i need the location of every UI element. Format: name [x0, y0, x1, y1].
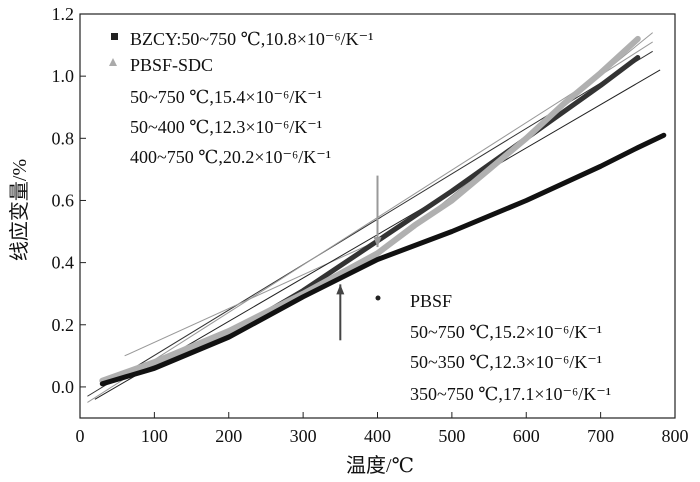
x-tick-label: 500 [438, 426, 465, 446]
fit-line [124, 240, 378, 357]
x-tick-label: 800 [662, 426, 689, 446]
x-tick-label: 0 [76, 426, 85, 446]
legend-top: BZCY:50~750 ℃,10.8×10⁻⁶/K⁻¹ PBSF-SDC 50~… [109, 29, 374, 167]
y-tick-label: 0.0 [52, 377, 75, 397]
series-line-3 [99, 132, 667, 387]
y-axis-title: 线应变量/% [8, 159, 31, 261]
legend-pbsf-sdc-line-3: 400~750 ℃,20.2×10⁻⁶/K⁻¹ [130, 147, 331, 167]
y-tick-label: 0.2 [52, 315, 75, 335]
x-tick-label: 600 [513, 426, 540, 446]
legend-pbsf-sdc-line-2: 50~400 ℃,12.3×10⁻⁶/K⁻¹ [130, 117, 322, 137]
x-tick-label: 400 [364, 426, 391, 446]
legend-label-bzcy: BZCY:50~750 ℃,10.8×10⁻⁶/K⁻¹ [130, 29, 374, 49]
arrow-head [373, 237, 382, 248]
x-tick-label: 200 [215, 426, 242, 446]
legend-bottom: PBSF 50~750 ℃,15.2×10⁻⁶/K⁻¹ 50~350 ℃,12.… [375, 291, 611, 404]
legend-pbsf-line-2: 50~350 ℃,12.3×10⁻⁶/K⁻¹ [410, 352, 602, 372]
y-tick-label: 1.0 [52, 66, 75, 86]
legend-pbsf-sdc-line-1: 50~750 ℃,15.4×10⁻⁶/K⁻¹ [130, 87, 322, 107]
x-axis-label: 温度/℃ [346, 454, 414, 477]
y-tick-label: 0.8 [52, 128, 75, 148]
y-tick-label: 0.6 [52, 190, 75, 210]
x-tick-label: 300 [290, 426, 317, 446]
legend-marker-bzcy [111, 33, 118, 40]
series-line-2 [99, 35, 641, 384]
legend-label-pbsf: PBSF [410, 291, 452, 311]
fit-line [87, 41, 653, 403]
arrow-head [336, 284, 345, 295]
plot-area: 0 100 200 300 400 500 600 700 800 0.0 0.2 0.4 0.6 0.8… [52, 4, 689, 446]
x-tick-label: 700 [587, 426, 614, 446]
x-axis-title: 温度/℃ [346, 454, 414, 477]
legend-pbsf-line-3: 350~750 ℃,17.1×10⁻⁶/K⁻¹ [410, 384, 611, 404]
legend-label-pbsf-sdc: PBSF-SDC [130, 55, 213, 75]
x-tick-label: 100 [141, 426, 168, 446]
y-tick-label: 1.2 [52, 4, 75, 24]
legend-pbsf-line-1: 50~750 ℃,15.2×10⁻⁶/K⁻¹ [410, 322, 602, 342]
y-tick-label: 0.4 [52, 253, 75, 273]
y-axis-label: 线应变量/% [8, 159, 31, 261]
legend-marker-pbsf [375, 295, 381, 301]
legend-marker-pbsf-sdc [109, 58, 117, 66]
